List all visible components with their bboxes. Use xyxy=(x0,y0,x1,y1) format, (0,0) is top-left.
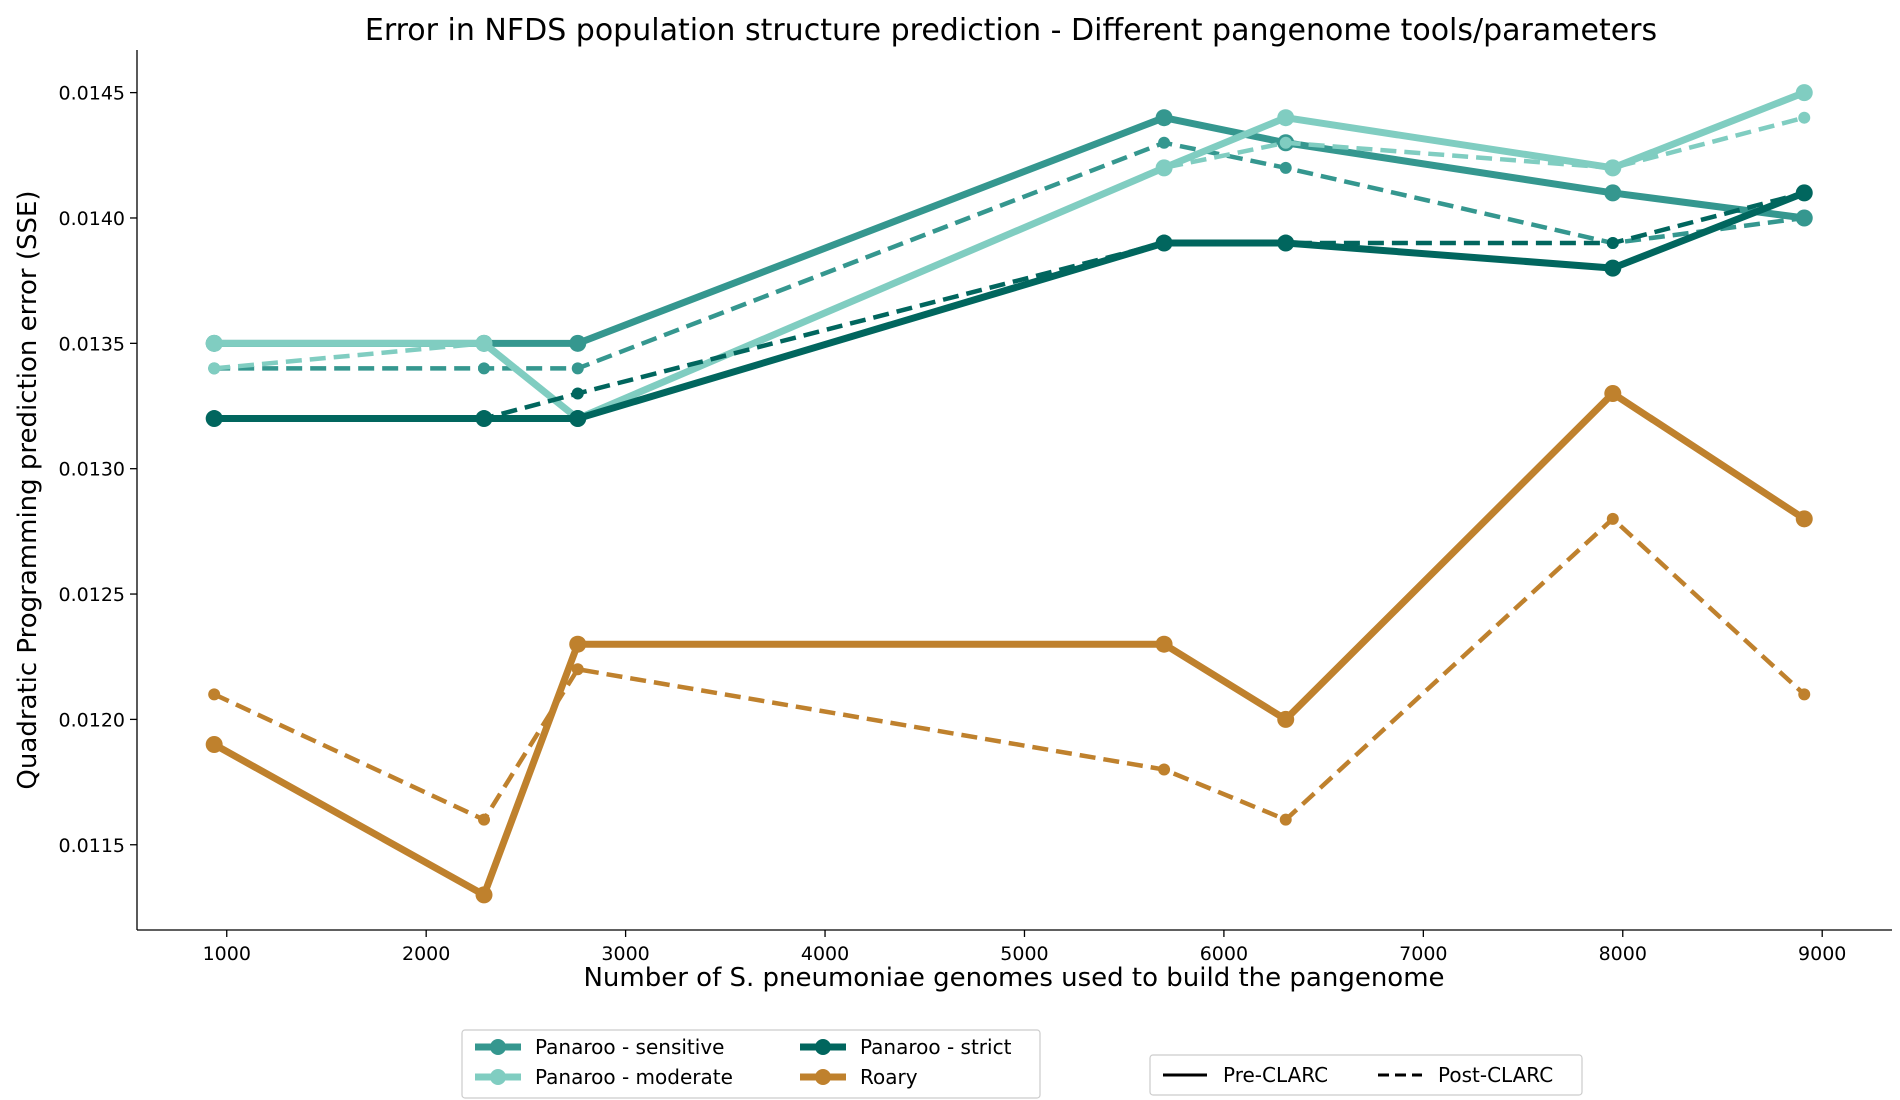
legend-label: Panaroo - sensitive xyxy=(535,1035,724,1059)
legend-styles-frame xyxy=(1149,1054,1583,1096)
legend-marker xyxy=(490,1069,506,1085)
data-point xyxy=(1158,136,1171,149)
data-point xyxy=(1158,763,1171,776)
data-point xyxy=(1279,237,1292,250)
y-tick-label: 0.0115 xyxy=(59,835,125,857)
x-axis-ticks: 1000 2000 3000 4000 5000 6000 7000 8000 9000 xyxy=(203,930,1846,965)
data-point xyxy=(1155,635,1173,653)
legend-tools: Panaroo - sensitive Panaroo - moderate Pan… xyxy=(461,1029,1041,1099)
data-point xyxy=(1604,184,1622,202)
data-point xyxy=(569,334,587,352)
chart-title: Error in NFDS population structure predi… xyxy=(365,13,1657,48)
data-point xyxy=(1798,211,1811,224)
data-point xyxy=(571,387,584,400)
legend-marker xyxy=(490,1039,506,1055)
x-tick-label: 3000 xyxy=(601,943,649,965)
data-point xyxy=(1798,111,1811,124)
y-tick-label: 0.0130 xyxy=(59,459,125,481)
x-tick-label: 7000 xyxy=(1399,943,1447,965)
x-axis-label: Number of S. pneumoniae genomes used to … xyxy=(583,963,1444,993)
x-tick-label: 8000 xyxy=(1599,943,1647,965)
x-tick-label: 5000 xyxy=(1000,943,1048,965)
data-point xyxy=(1279,813,1292,826)
data-point xyxy=(569,410,587,428)
legend-marker xyxy=(815,1069,831,1085)
plot-area xyxy=(205,84,1813,904)
series-line xyxy=(213,516,1806,822)
data-point xyxy=(569,635,587,653)
y-axis-label: Quadratic Programming prediction error (… xyxy=(13,190,43,789)
legend-marker xyxy=(815,1039,831,1055)
data-point xyxy=(1606,161,1619,174)
data-point xyxy=(478,337,491,350)
y-tick-label: 0.0140 xyxy=(59,208,125,230)
data-point xyxy=(478,362,491,375)
series-line xyxy=(214,89,1806,423)
y-axis-ticks: 0.0115 0.0120 0.0125 0.0130 0.0135 0.0140 0.01… xyxy=(59,83,137,857)
series-line xyxy=(214,189,1806,423)
data-point xyxy=(1798,688,1811,701)
legend-style-label: Pre-CLARC xyxy=(1223,1063,1328,1087)
data-point xyxy=(1158,161,1171,174)
data-point xyxy=(1279,161,1292,174)
x-tick-label: 4000 xyxy=(801,943,849,965)
data-point xyxy=(208,362,221,375)
data-point xyxy=(1604,259,1622,277)
x-tick-label: 1000 xyxy=(203,943,251,965)
data-point xyxy=(1155,109,1173,127)
legend-label: Panaroo - moderate xyxy=(535,1065,733,1089)
data-point xyxy=(208,688,221,701)
data-point xyxy=(1798,186,1811,199)
data-point xyxy=(571,362,584,375)
data-point xyxy=(205,735,223,753)
x-tick-label: 6000 xyxy=(1200,943,1248,965)
data-point xyxy=(205,334,223,352)
legend-styles: Pre-CLARC Post-CLARC xyxy=(1149,1054,1583,1096)
data-point xyxy=(1795,510,1813,528)
legend-style-label: Post-CLARC xyxy=(1438,1063,1553,1087)
y-tick-label: 0.0145 xyxy=(59,83,125,105)
data-point xyxy=(1606,512,1619,525)
data-point xyxy=(208,412,221,425)
series-line xyxy=(214,190,1805,421)
data-point xyxy=(1606,237,1619,250)
legend-tools-frame xyxy=(461,1029,1041,1099)
data-point xyxy=(475,886,493,904)
x-tick-label: 9000 xyxy=(1798,943,1846,965)
data-point xyxy=(1795,84,1813,102)
data-point xyxy=(1604,384,1622,402)
y-tick-label: 0.0135 xyxy=(59,333,125,355)
legend-label: Panaroo - strict xyxy=(860,1035,1012,1059)
y-tick-label: 0.0120 xyxy=(59,709,125,731)
data-point xyxy=(1158,237,1171,250)
data-point xyxy=(1277,710,1295,728)
series-line xyxy=(212,389,1807,899)
y-tick-label: 0.0125 xyxy=(59,584,125,606)
x-tick-label: 2000 xyxy=(402,943,450,965)
data-point xyxy=(478,813,491,826)
data-point xyxy=(1279,136,1292,149)
data-point xyxy=(1277,109,1295,127)
data-point xyxy=(571,663,584,676)
legend-label: Roary xyxy=(860,1065,918,1089)
data-point xyxy=(478,412,491,425)
